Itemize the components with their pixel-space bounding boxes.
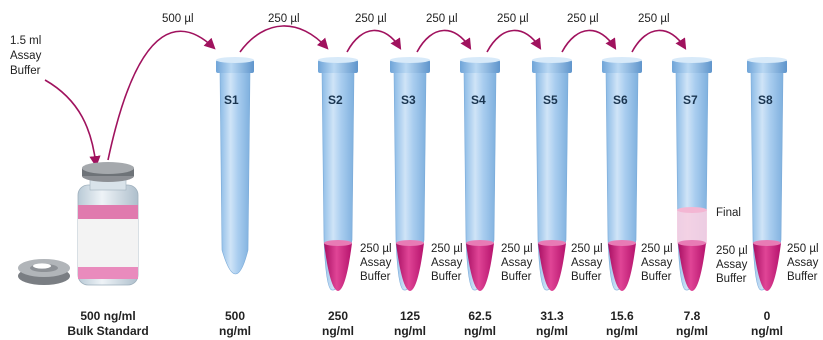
buffer-label-s3: 250 µl Assay Buffer: [431, 243, 463, 283]
buffer-word-buffer: Buffer: [641, 271, 672, 283]
tube-label-s7: S7: [683, 93, 698, 107]
buffer-label-s7: Final 250 µl Assay Buffer: [716, 207, 748, 285]
buffer-volume: 250 µl: [787, 243, 819, 255]
transfer-label-1: 250 µl: [268, 13, 300, 25]
buffer-label-s4: 250 µl Assay Buffer: [501, 243, 533, 283]
tube-label-s4: S4: [471, 93, 486, 107]
buffer-volume: 250 µl: [360, 243, 392, 255]
buffer-volume: 250 µl: [571, 243, 603, 255]
buffer-label-s6: 250 µl Assay Buffer: [641, 243, 673, 283]
tube-label-s3: S3: [401, 93, 416, 107]
transfer-label-6: 250 µl: [638, 13, 670, 25]
intro-line-2: Assay: [10, 50, 42, 62]
tube-s2: S2: [318, 57, 358, 291]
transfer-label-3: 250 µl: [426, 13, 458, 25]
buffer-word-buffer: Buffer: [501, 271, 532, 283]
tube-s6: S6: [602, 57, 642, 291]
unit-s6: ng/ml: [606, 324, 638, 338]
transfer-arrow-5: [561, 29, 617, 53]
transfer-label-2: 250 µl: [355, 13, 387, 25]
transfer-label-0: 500 µl: [162, 13, 194, 25]
transfer-arrow-3: [416, 29, 472, 53]
buffer-word-assay: Assay: [641, 257, 673, 269]
unit-s5: ng/ml: [536, 324, 568, 338]
conc-s6: 15.6: [610, 309, 634, 323]
conc-s3: 125: [400, 309, 420, 323]
buffer-word-assay: Assay: [571, 257, 603, 269]
conc-s1: 500: [225, 309, 245, 323]
tube-label-s2: S2: [328, 93, 343, 107]
transfer-label-4: 250 µl: [497, 13, 529, 25]
buffer-word-buffer: Buffer: [571, 271, 602, 283]
transfer-arrow-1: [239, 25, 329, 53]
unit-s4: ng/ml: [464, 324, 496, 338]
buffer-volume: 250 µl: [716, 245, 748, 257]
buffer-label-s5: 250 µl Assay Buffer: [571, 243, 603, 283]
buffer-volume: 250 µl: [641, 243, 673, 255]
buffer-label-s2: 250 µl Assay Buffer: [360, 243, 392, 283]
tube-label-s8: S8: [758, 93, 773, 107]
intro-line-1: 1.5 ml: [10, 35, 41, 47]
unit-s1: ng/ml: [219, 324, 251, 338]
tube-label-s5: S5: [543, 93, 558, 107]
buffer-word-assay: Assay: [787, 257, 819, 269]
conc-s5: 31.3: [540, 309, 564, 323]
transfer-arrow-2: [346, 29, 402, 53]
bulk-label: Bulk Standard: [67, 324, 148, 338]
unit-s8: ng/ml: [751, 324, 783, 338]
buffer-word-buffer: Buffer: [716, 273, 747, 285]
buffer-arrow: [44, 79, 101, 168]
bulk-standard-bottle: [77, 162, 139, 286]
buffer-volume: 250 µl: [501, 243, 533, 255]
conc-s7: 7.8: [684, 309, 701, 323]
conc-s8: 0: [764, 309, 771, 323]
intro-line-3: Buffer: [10, 65, 41, 77]
transfer-arrow-4: [486, 29, 542, 53]
conc-s2: 250: [328, 309, 348, 323]
conc-s4: 62.5: [468, 309, 492, 323]
buffer-word-buffer: Buffer: [360, 271, 391, 283]
tube-label-s1: S1: [224, 93, 239, 107]
buffer-label-s8: 250 µl Assay Buffer: [787, 243, 819, 283]
buffer-word-buffer: Buffer: [431, 271, 462, 283]
tube-s4: S4: [460, 57, 500, 291]
tube-s5: S5: [532, 57, 572, 291]
bottle-cap: [18, 259, 70, 285]
transfer-arrow-0: [107, 30, 216, 161]
transfer-arrow-6: [631, 29, 687, 53]
tube-s8: S8: [747, 57, 787, 291]
buffer-word-assay: Assay: [360, 257, 392, 269]
tube-s3: S3: [390, 57, 430, 291]
buffer-word-buffer: Buffer: [787, 271, 818, 283]
buffer-word-assay: Assay: [501, 257, 533, 269]
transfer-label-5: 250 µl: [567, 13, 599, 25]
buffer-word-assay: Assay: [431, 257, 463, 269]
buffer-word-assay: Assay: [716, 259, 748, 271]
final-label: Final: [716, 207, 741, 219]
tube-s1: S1: [216, 57, 254, 275]
unit-s2: ng/ml: [322, 324, 354, 338]
tube-label-s6: S6: [613, 93, 628, 107]
buffer-volume: 250 µl: [431, 243, 463, 255]
unit-s7: ng/ml: [676, 324, 708, 338]
bulk-value: 500 ng/ml: [80, 309, 135, 323]
tube-s7: S7: [672, 57, 712, 291]
unit-s3: ng/ml: [394, 324, 426, 338]
